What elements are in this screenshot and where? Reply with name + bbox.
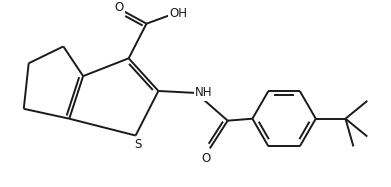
Text: S: S	[134, 138, 141, 151]
Text: O: O	[201, 152, 210, 165]
Text: OH: OH	[169, 7, 187, 20]
Text: O: O	[114, 1, 124, 14]
Text: NH: NH	[195, 86, 213, 99]
